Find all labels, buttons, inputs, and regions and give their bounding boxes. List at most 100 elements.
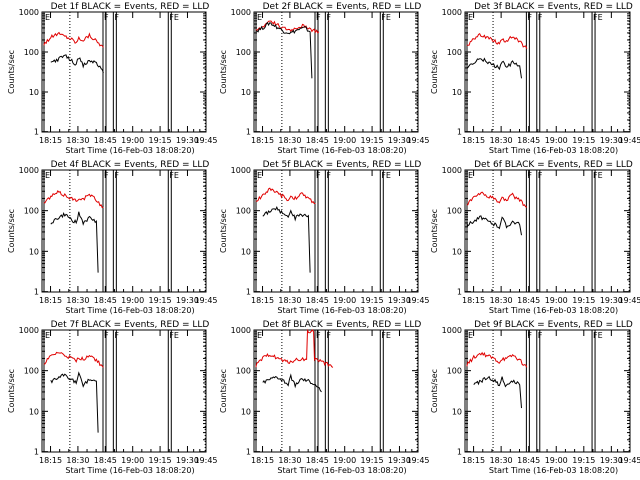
marker-label: E	[257, 331, 262, 340]
x-tick-label: 19:30	[600, 296, 623, 305]
series-lld-line	[255, 187, 316, 204]
marker-label: F	[527, 331, 532, 340]
y-tick-label: 1000	[442, 8, 462, 17]
x-axis-label: Start Time (16-Feb-03 18:08:20)	[489, 146, 618, 155]
y-tick-label: 10	[29, 247, 39, 256]
x-tick-label: 18:45	[306, 296, 329, 305]
marker-label: E	[257, 171, 262, 180]
x-tick-label: 19:45	[406, 136, 429, 145]
y-tick-label: 10	[452, 88, 462, 97]
x-tick-label: 18:15	[251, 296, 274, 305]
y-tick-label: 1	[457, 448, 462, 457]
panel-title: Det 2f BLACK = Events, RED = LLD	[263, 2, 422, 12]
x-tick-label: 19:45	[618, 296, 640, 305]
x-axis-label: Start Time (16-Feb-03 18:08:20)	[65, 306, 194, 315]
y-tick-label: 1000	[442, 166, 462, 175]
marker-label: E	[468, 171, 473, 180]
series-events-line	[50, 371, 99, 433]
marker-label: FE	[593, 13, 603, 22]
x-tick-label: 19:00	[545, 296, 568, 305]
y-axis-label: Counts/sec	[430, 50, 439, 94]
marker-label: F	[114, 13, 119, 22]
marker-label: F	[104, 13, 109, 22]
panel-det-4f: Det 4f BLACK = Events, RED = LLD 1 10 100 10…	[7, 160, 218, 315]
panel-det-7f: Det 7f BLACK = Events, RED = LLD 1 10 100 10…	[7, 320, 218, 475]
y-tick-label: 100	[236, 367, 251, 376]
x-tick-label: 18:45	[306, 136, 329, 145]
marker-label: F	[104, 171, 109, 180]
marker-label: F	[527, 13, 532, 22]
y-tick-label: 100	[447, 207, 462, 216]
marker-label: F	[326, 13, 331, 22]
x-tick-label: 19:15	[149, 136, 172, 145]
y-axis-label: Counts/sec	[7, 50, 16, 94]
x-tick-label: 19:15	[361, 136, 384, 145]
panel-title: Det 3f BLACK = Events, RED = LLD	[474, 2, 633, 12]
x-tick-label: 19:00	[545, 456, 568, 465]
series-lld-line	[43, 31, 104, 48]
y-tick-label: 100	[24, 207, 39, 216]
y-tick-label: 100	[24, 367, 39, 376]
x-tick-label: 19:15	[572, 296, 595, 305]
y-axis-label: Counts/sec	[430, 209, 439, 253]
panel-title: Det 1f BLACK = Events, RED = LLD	[51, 2, 210, 12]
x-tick-label: 18:15	[39, 456, 62, 465]
x-axis-label: Start Time (16-Feb-03 18:08:20)	[65, 466, 194, 475]
x-tick-label: 18:15	[251, 136, 274, 145]
x-tick-label: 18:45	[306, 456, 329, 465]
x-tick-label: 19:00	[121, 296, 144, 305]
x-axis-label: Start Time (16-Feb-03 18:08:20)	[65, 146, 194, 155]
x-tick-label: 19:45	[194, 296, 217, 305]
marker-label: E	[45, 331, 50, 340]
x-tick-label: 19:30	[176, 136, 199, 145]
x-tick-label: 19:15	[572, 456, 595, 465]
panel-det-3f: Det 3f BLACK = Events, RED = LLD 1 10 100 10…	[430, 2, 640, 155]
x-tick-label: 19:30	[176, 296, 199, 305]
series-events-line	[466, 215, 522, 236]
x-tick-label: 18:15	[39, 136, 62, 145]
series-lld-line	[466, 191, 528, 208]
x-axis-label: Start Time (16-Feb-03 18:08:20)	[489, 306, 618, 315]
x-tick-label: 19:30	[600, 136, 623, 145]
y-axis-label: Counts/sec	[7, 209, 16, 253]
marker-label: F	[104, 331, 109, 340]
x-tick-label: 18:45	[517, 136, 540, 145]
marker-label: F	[316, 13, 321, 22]
marker-label: E	[45, 171, 50, 180]
series-events-line	[50, 54, 104, 74]
panel-det-1f: Det 1f BLACK = Events, RED = LLD 1 10 100 10…	[7, 2, 218, 155]
x-tick-label: 18:30	[490, 136, 513, 145]
marker-label: E	[45, 13, 50, 22]
series-lld-line	[466, 32, 528, 49]
series-events-line	[255, 21, 313, 79]
marker-label: FE	[169, 171, 179, 180]
panel-title: Det 4f BLACK = Events, RED = LLD	[51, 160, 210, 170]
panel-det-8f: Det 8f BLACK = Events, RED = LLD 1 10 100 10…	[219, 320, 430, 475]
series-lld-line	[43, 351, 104, 368]
x-tick-label: 19:00	[333, 456, 356, 465]
y-tick-label: 1000	[442, 326, 462, 335]
y-axis-label: Counts/sec	[7, 369, 16, 413]
marker-label: E	[257, 13, 262, 22]
x-tick-label: 18:45	[94, 136, 117, 145]
panel-title: Det 7f BLACK = Events, RED = LLD	[51, 320, 210, 330]
x-tick-label: 18:45	[94, 296, 117, 305]
y-tick-label: 1000	[19, 166, 39, 175]
x-tick-label: 19:30	[388, 136, 411, 145]
x-axis-label: Start Time (16-Feb-03 18:08:20)	[277, 306, 406, 315]
x-tick-label: 19:45	[618, 456, 640, 465]
series-lld-line	[466, 351, 528, 368]
marker-label: F	[326, 331, 331, 340]
marker-label: FE	[381, 171, 391, 180]
marker-label: F	[114, 171, 119, 180]
marker-label: E	[468, 13, 473, 22]
y-tick-label: 1000	[231, 326, 251, 335]
marker-label: FE	[169, 331, 179, 340]
panel-title: Det 9f BLACK = Events, RED = LLD	[474, 320, 633, 330]
marker-label: FE	[381, 331, 391, 340]
y-tick-label: 10	[452, 407, 462, 416]
y-tick-label: 100	[24, 48, 39, 57]
series-events-line	[466, 57, 522, 79]
x-tick-label: 19:00	[121, 136, 144, 145]
